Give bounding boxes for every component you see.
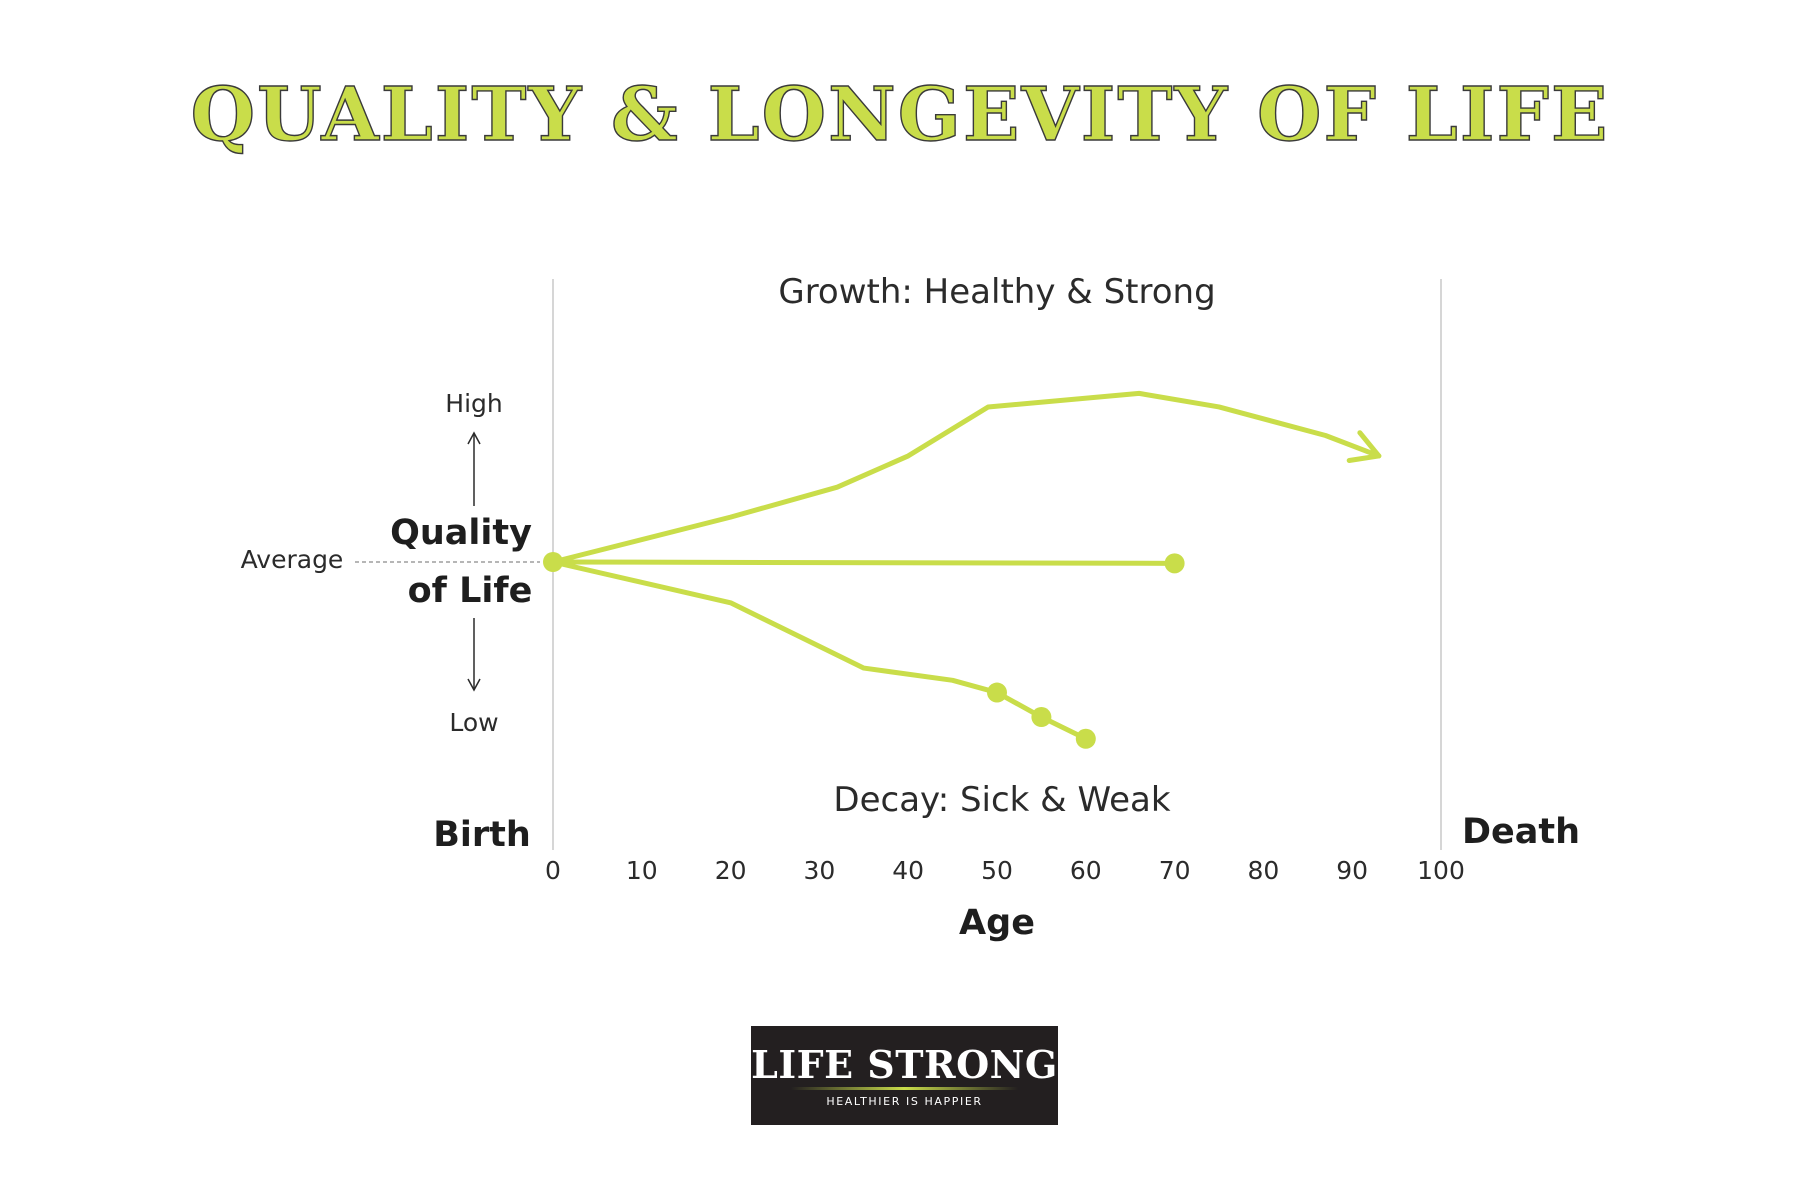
x-tick-label-60: 60 [1070, 856, 1102, 885]
average-label: Average [241, 545, 344, 574]
down-arrowhead-icon [467, 678, 481, 692]
data-series [543, 390, 1382, 749]
birth-label: Birth [433, 815, 531, 855]
y-axis-label-line1: Quality [390, 513, 532, 553]
page-title: QUALITY & LONGEVITY OF LIFE [190, 71, 1610, 158]
x-tick-label-50: 50 [981, 856, 1013, 885]
x-tick-label-40: 40 [892, 856, 924, 885]
series-line-2 [550, 559, 1178, 566]
y-axis-label-line2: of Life [408, 571, 533, 611]
series-line-1 [550, 390, 1382, 565]
x-tick-label-70: 70 [1159, 856, 1191, 885]
high-label: High [445, 389, 502, 418]
death-label: Death [1462, 812, 1580, 852]
origin-marker [543, 552, 563, 572]
series-end-marker-2 [1164, 553, 1185, 574]
x-tick-label-0: 0 [545, 856, 561, 885]
x-tick-label-90: 90 [1336, 856, 1368, 885]
x-tick-labels: 0 10 20 30 40 50 60 70 80 90 100 [545, 856, 1465, 885]
x-tick-label-20: 20 [715, 856, 747, 885]
decay-annotation: Decay: Sick & Weak [833, 780, 1170, 820]
growth-annotation: Growth: Healthy & Strong [778, 272, 1215, 312]
x-tick-label-100: 100 [1417, 856, 1465, 885]
logo-tagline: HEALTHIER IS HAPPIER [826, 1095, 983, 1108]
series-marker-3-50 [987, 682, 1007, 703]
logo-name: LIFE STRONG [751, 1042, 1058, 1087]
x-tick-label-30: 30 [803, 856, 835, 885]
up-arrowhead-icon [467, 431, 481, 445]
x-axis-label: Age [959, 903, 1035, 943]
series-line-3 [550, 559, 1089, 742]
series-marker-3-60 [1075, 728, 1096, 749]
low-label: Low [449, 708, 498, 737]
series-arrowhead-icon [1346, 430, 1382, 464]
x-tick-label-80: 80 [1247, 856, 1279, 885]
logo-swoosh [791, 1087, 1018, 1090]
life-strong-logo: LIFE STRONG HEALTHIER IS HAPPIER [751, 1026, 1058, 1125]
series-marker-3-55 [1031, 707, 1052, 728]
x-tick-label-10: 10 [626, 856, 658, 885]
